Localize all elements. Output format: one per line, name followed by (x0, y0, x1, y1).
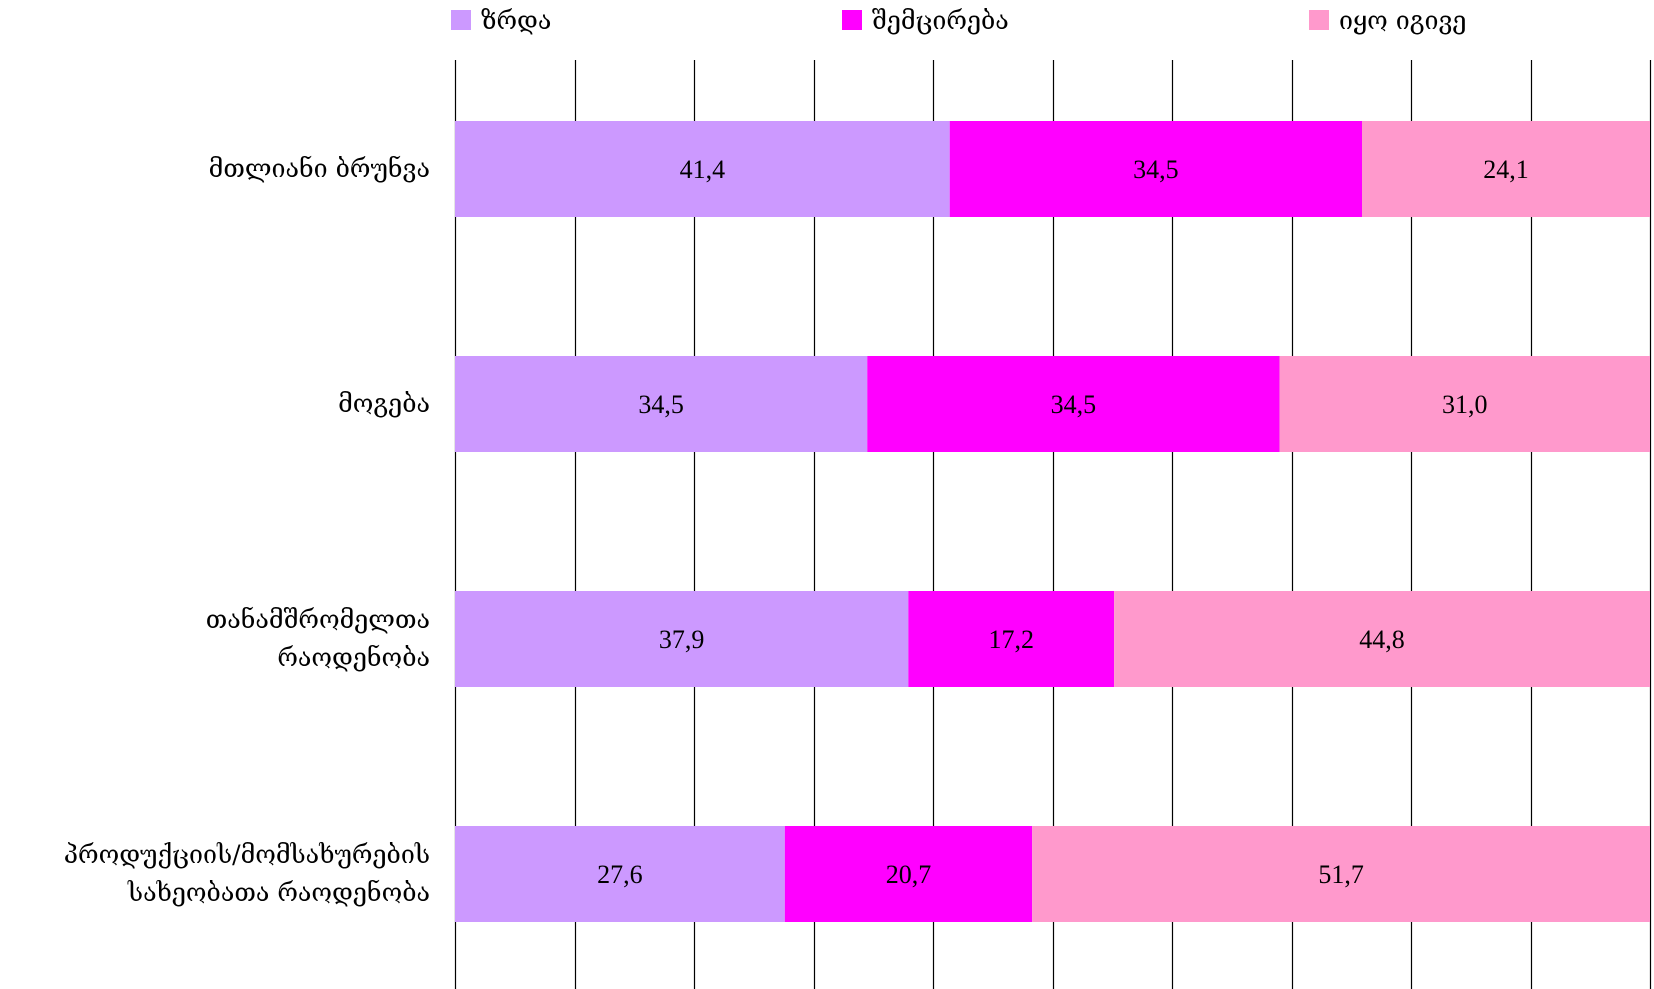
legend-label: ზრდა (481, 6, 551, 35)
bar-segment (455, 826, 785, 922)
bar-segment (1279, 356, 1650, 452)
legend-label: შემცირება (872, 6, 1009, 35)
legend-swatch (1309, 10, 1329, 30)
legend-swatch (842, 10, 862, 30)
bar-segment (784, 826, 1033, 922)
bar-segment (455, 591, 909, 687)
data-label: 37,9 (659, 625, 705, 654)
data-label: 34,5 (1051, 390, 1097, 419)
category-label: თანამშრომელთა (206, 605, 430, 634)
category-label: მთლიანი ბრუნვა (209, 154, 430, 183)
bar-segment (455, 121, 950, 217)
data-label: 31,0 (1442, 390, 1488, 419)
bar-segment (1362, 121, 1650, 217)
category-label: სახეობათა რაოდენობა (127, 878, 430, 907)
data-label: 24,1 (1483, 155, 1529, 184)
data-label: 51,7 (1318, 860, 1364, 889)
data-label: 27,6 (597, 860, 643, 889)
data-label: 34,5 (638, 390, 684, 419)
category-label: რაოდენობა (277, 643, 430, 672)
data-label: 41,4 (680, 155, 726, 184)
data-label: 17,2 (988, 625, 1034, 654)
data-label: 20,7 (886, 860, 932, 889)
category-labels: მთლიანი ბრუნვა მოგება თანამშრომელთა რაოდენო… (64, 154, 430, 907)
category-label: მოგება (338, 389, 430, 418)
data-label: 34,5 (1133, 155, 1179, 184)
data-label: 44,8 (1359, 625, 1405, 654)
bar-segment (867, 356, 1280, 452)
bars: 41,4 34,5 24,1 34,5 34,5 31,0 37,9 17,2 44,8 27,6… (455, 121, 1650, 922)
bar-segment (455, 356, 868, 452)
legend-label: იყო იგივე (1339, 6, 1466, 35)
category-label: პროდუქციის/მომსახურების (64, 840, 430, 869)
legend: ზრდა შემცირება იყო იგივე (451, 6, 1466, 35)
bar-segment (949, 121, 1363, 217)
legend-swatch (451, 10, 471, 30)
bar-segment (1032, 826, 1650, 922)
bar-segment (1114, 591, 1650, 687)
bar-segment (908, 591, 1115, 687)
